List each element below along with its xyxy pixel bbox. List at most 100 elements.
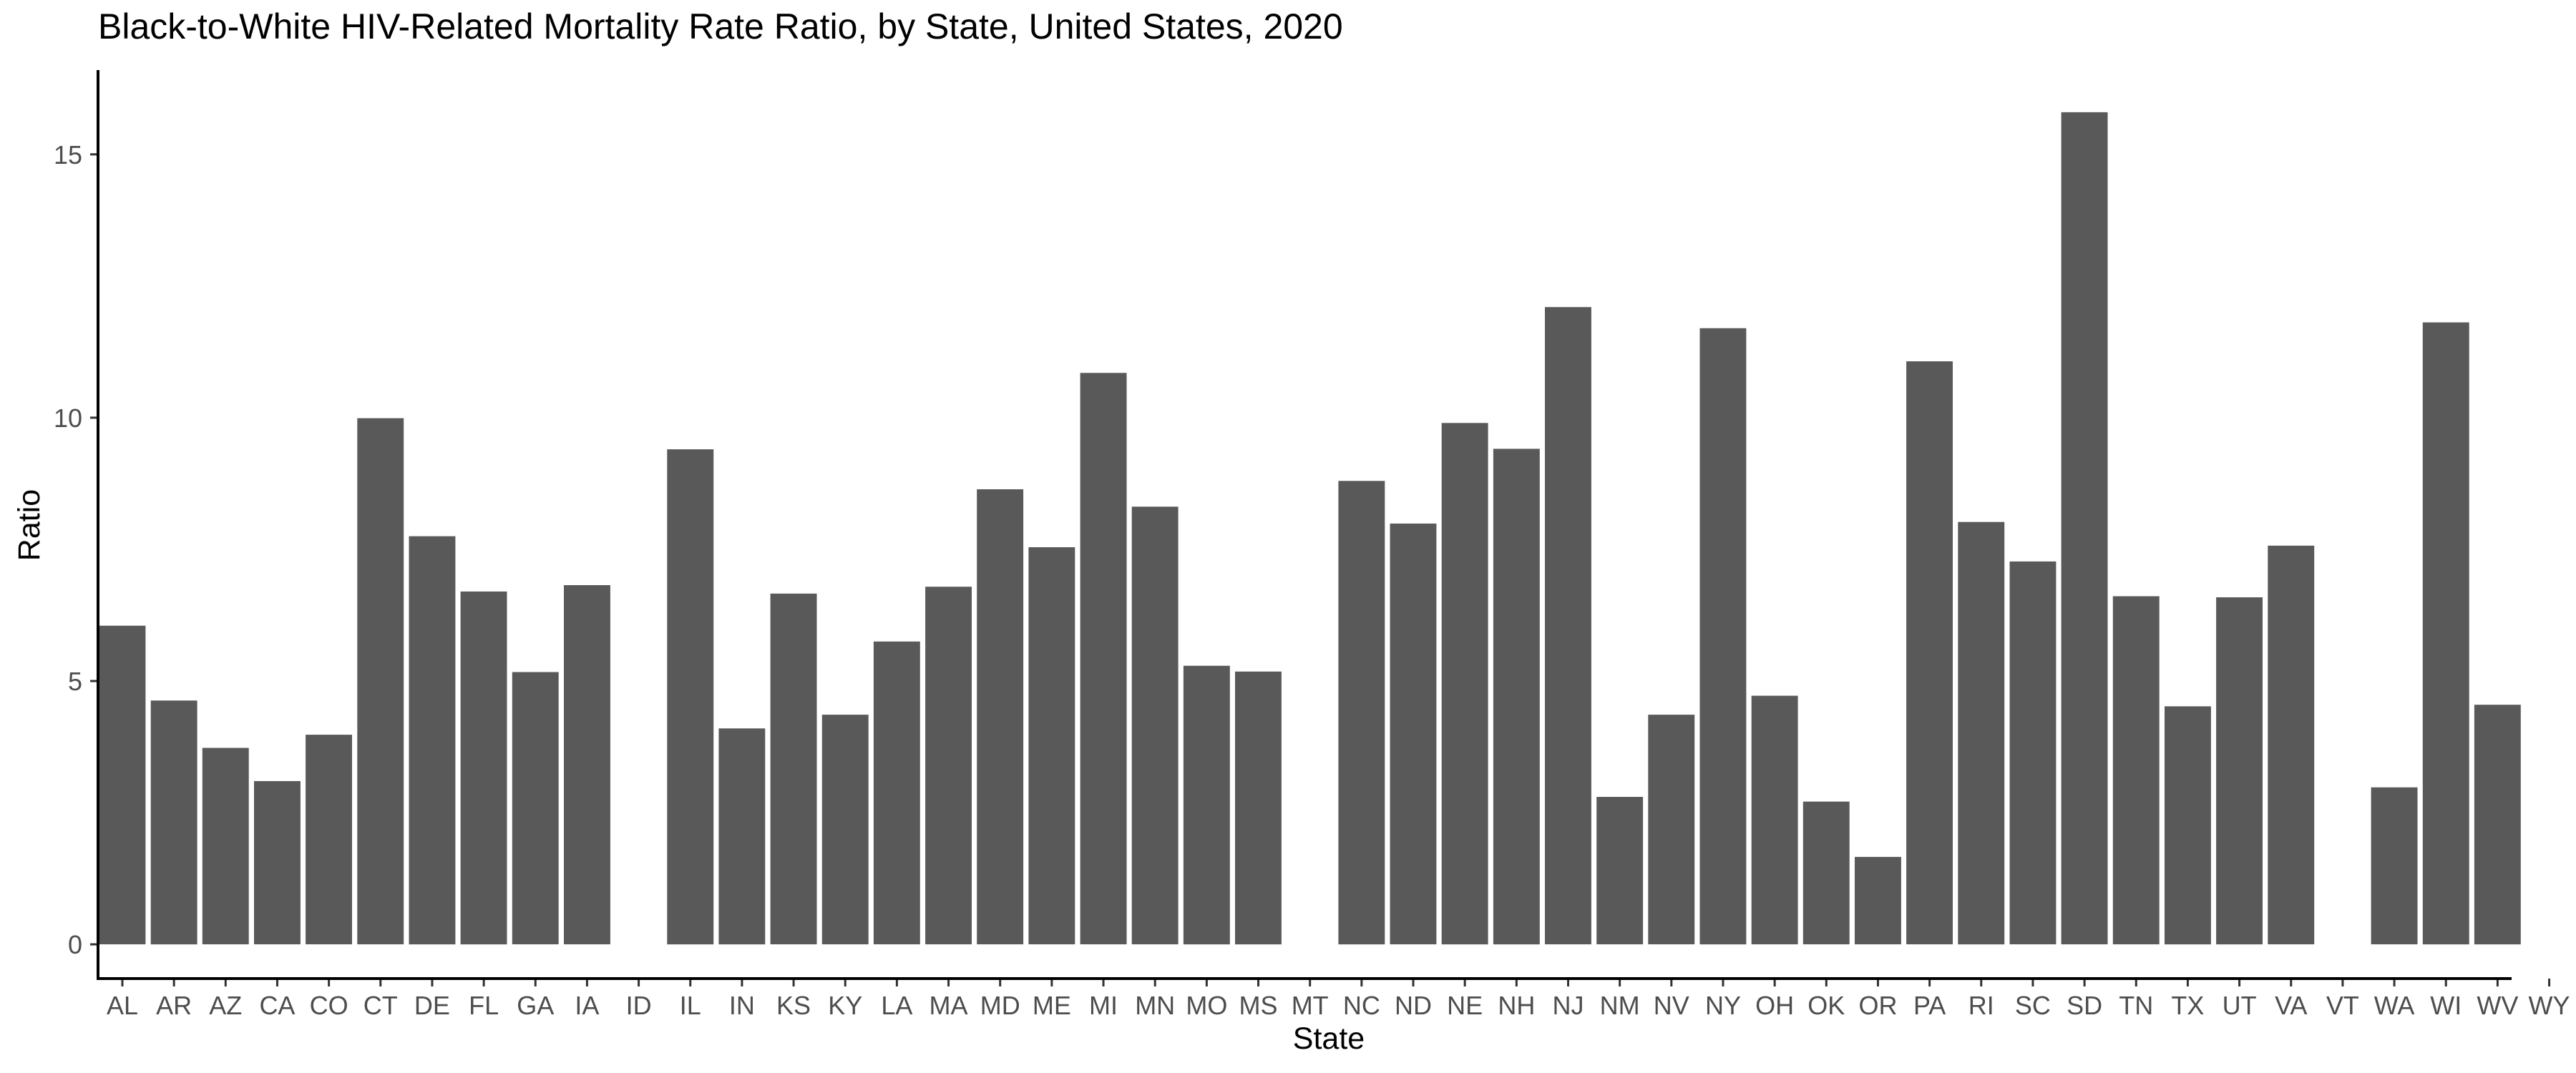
bar-ia [564, 585, 610, 945]
x-tick-label: NE [1447, 991, 1483, 1020]
y-axis-label: Ratio [12, 489, 47, 561]
x-tick-label: FL [469, 991, 499, 1020]
bar-wv [2474, 705, 2521, 945]
x-tick-label: AZ [209, 991, 242, 1020]
x-axis-label: State [1293, 1021, 1365, 1056]
bar-ri [1958, 521, 2005, 945]
bar-ca [254, 780, 301, 945]
bar-ky [821, 715, 869, 945]
bar-wi [2422, 322, 2469, 945]
bar-in [718, 728, 766, 945]
x-tick-label: IA [575, 991, 599, 1020]
bar-ar [150, 700, 197, 945]
x-tick-label: WA [2374, 991, 2415, 1020]
bar-or [1855, 856, 1901, 945]
x-tick-label: ME [1033, 991, 1071, 1020]
x-tick-label: MN [1135, 991, 1175, 1020]
y-tick-label: 10 [54, 403, 82, 433]
x-tick-label: CA [259, 991, 295, 1020]
x-tick-label: MT [1292, 991, 1329, 1020]
bar-wa [2371, 787, 2418, 945]
x-tick-label: SC [2015, 991, 2051, 1020]
bar-oh [1751, 695, 1798, 945]
chart-title: Black-to-White HIV-Related Mortality Rat… [98, 6, 1343, 46]
x-tick-label: AL [107, 991, 138, 1020]
bar-nj [1545, 307, 1591, 945]
bar-ms [1235, 671, 1282, 945]
bar-co [306, 735, 352, 945]
x-tick-label: ND [1395, 991, 1432, 1020]
bar-ut [2216, 597, 2263, 945]
bar-nc [1338, 481, 1385, 945]
x-tick-label: GA [517, 991, 554, 1020]
x-tick-label: LA [881, 991, 912, 1020]
x-tick-label: NM [1600, 991, 1640, 1020]
bar-tn [2112, 596, 2160, 945]
x-tick-label: WY [2529, 991, 2570, 1020]
y-tick-label: 15 [54, 140, 82, 170]
bar-tx [2165, 706, 2211, 945]
x-tick-label: KY [828, 991, 862, 1020]
y-tick-label: 5 [68, 667, 82, 696]
x-tick-label: MO [1186, 991, 1227, 1020]
bar-de [409, 536, 456, 945]
x-tick-label: CT [364, 991, 398, 1020]
x-tick-label: CO [310, 991, 348, 1020]
x-tick-label: OR [1858, 991, 1897, 1020]
bar-la [873, 641, 920, 945]
bar-me [1028, 547, 1075, 945]
x-tick-label: OK [1807, 991, 1845, 1020]
bar-il [667, 449, 714, 945]
y-axis-ticks: 0 5 10 15 [54, 140, 98, 959]
x-tick-label: WI [2430, 991, 2462, 1020]
bar-ny [1699, 328, 1747, 945]
x-tick-label: MI [1089, 991, 1118, 1020]
bar-ct [357, 418, 404, 945]
bar-al [99, 625, 146, 945]
bar-md [977, 489, 1024, 945]
bar-ma [925, 587, 972, 945]
x-tick-label: TN [2119, 991, 2153, 1020]
bar-nv [1648, 715, 1695, 945]
x-tick-label: UT [2223, 991, 2257, 1020]
bar-mi [1080, 373, 1127, 945]
x-tick-label: NJ [1552, 991, 1584, 1020]
x-tick-label: KS [776, 991, 811, 1020]
bar-nm [1596, 797, 1644, 945]
x-tick-label: NC [1343, 991, 1380, 1020]
bar-nh [1493, 449, 1540, 945]
bar-nd [1390, 523, 1437, 945]
bar-fl [460, 591, 507, 945]
bar-va [2268, 545, 2315, 945]
x-tick-label: NV [1654, 991, 1689, 1020]
x-tick-label: MS [1239, 991, 1278, 1020]
bar-mn [1131, 506, 1179, 945]
bar-mo [1183, 665, 1230, 945]
bar-ne [1441, 423, 1488, 945]
y-tick-label: 0 [68, 930, 82, 959]
bar-az [202, 748, 249, 945]
bar-sd [2061, 112, 2108, 945]
x-tick-label: WV [2477, 991, 2518, 1020]
x-tick-label: RI [1968, 991, 1994, 1020]
x-tick-label: PA [1913, 991, 1946, 1020]
x-tick-label: TX [2171, 991, 2204, 1020]
x-tick-label: IL [680, 991, 701, 1020]
x-tick-label: MA [930, 991, 968, 1020]
bar-ks [770, 593, 817, 945]
x-tick-label: MD [980, 991, 1020, 1020]
x-tick-label: DE [414, 991, 450, 1020]
bars-group [99, 112, 2521, 945]
bar-ga [512, 672, 559, 945]
x-tick-label: NH [1498, 991, 1535, 1020]
x-axis-ticks: AL AR AZ CA CO CT DE FL GA IA ID IL IN KS KY LA MA MD ME MI… [107, 979, 2570, 1020]
bar-pa [1906, 361, 1953, 945]
bar-sc [2009, 561, 2057, 945]
x-tick-label: VT [2326, 991, 2359, 1020]
x-tick-label: SD [2067, 991, 2102, 1020]
x-tick-label: NY [1705, 991, 1741, 1020]
x-tick-label: AR [156, 991, 192, 1020]
x-tick-label: OH [1755, 991, 1794, 1020]
x-tick-label: IN [729, 991, 755, 1020]
